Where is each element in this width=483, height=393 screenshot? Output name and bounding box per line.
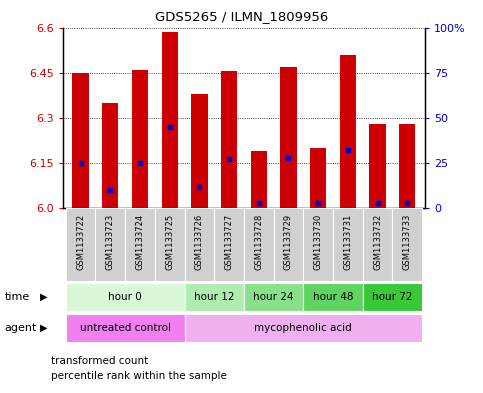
Bar [280,67,297,208]
Bar [185,314,422,342]
Bar [102,103,118,208]
Bar [155,208,185,281]
Bar [340,55,356,208]
Text: GSM1133728: GSM1133728 [254,214,263,270]
Text: GSM1133726: GSM1133726 [195,214,204,270]
Text: ▶: ▶ [40,323,47,333]
Bar [310,148,327,208]
Bar [244,283,303,311]
Bar [244,208,273,281]
Bar [303,283,363,311]
Text: hour 12: hour 12 [194,292,234,302]
Bar [221,71,237,208]
Text: agent: agent [5,323,37,333]
Text: GSM1133723: GSM1133723 [106,214,115,270]
Bar [66,283,185,311]
Text: time: time [5,292,30,302]
Bar [66,314,185,342]
Text: hour 72: hour 72 [372,292,412,302]
Bar [392,208,422,281]
Text: GSM1133732: GSM1133732 [373,214,382,270]
Text: hour 48: hour 48 [313,292,353,302]
Bar [125,208,155,281]
Text: GSM1133722: GSM1133722 [76,214,85,270]
Bar [185,283,244,311]
Text: untreated control: untreated control [80,323,170,333]
Bar [185,208,214,281]
Text: GSM1133729: GSM1133729 [284,214,293,270]
Text: GDS5265 / ILMN_1809956: GDS5265 / ILMN_1809956 [155,10,328,23]
Bar [363,283,422,311]
Text: GSM1133731: GSM1133731 [343,214,352,270]
Bar [132,70,148,208]
Bar [333,208,363,281]
Bar [214,208,244,281]
Text: GSM1133727: GSM1133727 [225,214,234,270]
Text: transformed count: transformed count [51,356,148,366]
Bar [72,73,89,208]
Bar [66,208,96,281]
Text: hour 0: hour 0 [108,292,142,302]
Text: GSM1133730: GSM1133730 [313,214,323,270]
Text: hour 24: hour 24 [254,292,294,302]
Text: GSM1133724: GSM1133724 [136,214,144,270]
Bar [161,32,178,208]
Text: mycophenolic acid: mycophenolic acid [255,323,352,333]
Bar [303,208,333,281]
Bar [191,94,208,208]
Bar [369,124,386,208]
Bar [399,124,415,208]
Bar [273,208,303,281]
Text: percentile rank within the sample: percentile rank within the sample [51,371,227,382]
Bar [251,151,267,208]
Text: ▶: ▶ [40,292,47,302]
Text: GSM1133725: GSM1133725 [165,214,174,270]
Text: GSM1133733: GSM1133733 [403,214,412,270]
Bar [363,208,392,281]
Bar [96,208,125,281]
